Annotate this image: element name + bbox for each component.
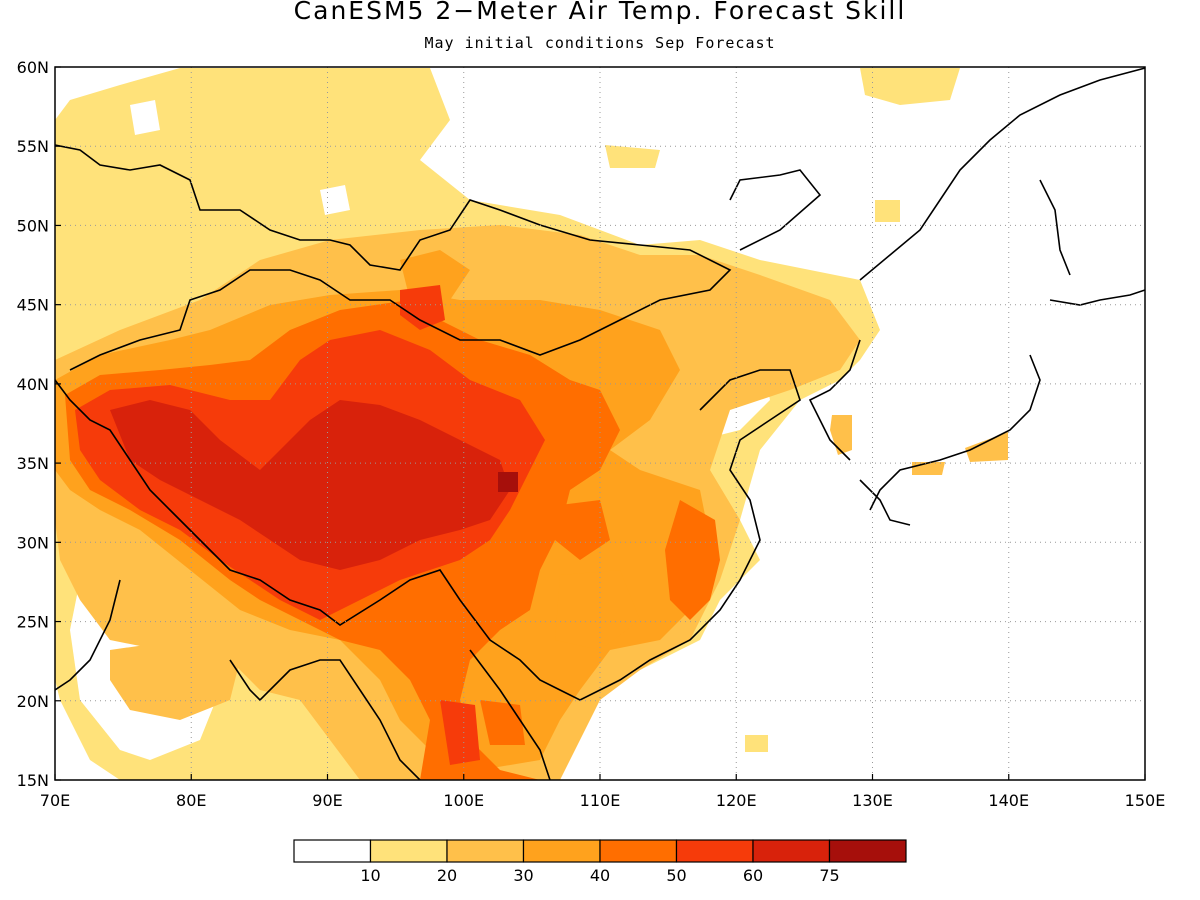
lat-tick-label: 25N <box>17 613 49 632</box>
lon-tick-label: 130E <box>852 791 893 810</box>
lon-tick-label: 120E <box>716 791 757 810</box>
coastline <box>55 369 801 701</box>
colorbar-label: 30 <box>513 866 533 885</box>
coastline <box>859 479 911 526</box>
colorbar-swatch <box>293 839 372 863</box>
lat-tick-label: 60N <box>17 58 49 77</box>
lat-tick-label: 15N <box>17 771 49 790</box>
colorbar: 10 20 30 40 50 60 75 <box>293 839 907 885</box>
grid-lines <box>55 67 1145 780</box>
colorbar-label: 75 <box>819 866 839 885</box>
colorbar-swatch <box>599 839 678 863</box>
skill-field-0-10 <box>130 100 160 135</box>
lon-tick-label: 150E <box>1125 791 1166 810</box>
lat-tick-label: 55N <box>17 137 49 156</box>
latitude-axis: 15N 20N 25N 30N 35N 40N 45N 50N 55N 60N <box>17 58 61 790</box>
skill-field-10-20 <box>745 735 768 752</box>
map-subtitle: May initial conditions Sep Forecast <box>424 34 776 52</box>
colorbar-label: 60 <box>743 866 763 885</box>
skill-field-50-60 <box>400 285 445 330</box>
longitude-axis: 70E 80E 90E 100E 110E 120E 130E 140E 150E <box>40 774 1166 810</box>
colorbar-swatch <box>369 839 448 863</box>
skill-field-50-60 <box>440 700 480 765</box>
coastline <box>859 67 1145 281</box>
skill-field-20-30 <box>965 432 1008 462</box>
colorbar-label: 10 <box>360 866 380 885</box>
lon-tick-label: 110E <box>580 791 621 810</box>
coastline <box>729 169 822 251</box>
skill-field-75-plus <box>498 472 518 492</box>
skill-shading <box>55 68 1008 780</box>
lat-tick-label: 35N <box>17 454 49 473</box>
lat-tick-label: 20N <box>17 692 49 711</box>
skill-field-10-20 <box>860 68 960 105</box>
skill-field-40-50 <box>555 500 610 560</box>
colorbar-swatch <box>828 839 907 863</box>
coastline <box>1039 179 1071 276</box>
lon-tick-label: 140E <box>988 791 1029 810</box>
colorbar-label: 50 <box>666 866 686 885</box>
skill-field-30-40 <box>400 250 470 300</box>
skill-field-20-30 <box>110 640 240 720</box>
colorbar-label: 20 <box>437 866 457 885</box>
lon-tick-label: 100E <box>443 791 484 810</box>
colorbar-label: 40 <box>590 866 610 885</box>
lon-tick-label: 70E <box>40 791 70 810</box>
country-border <box>55 144 732 371</box>
lon-tick-label: 80E <box>176 791 206 810</box>
skill-field-10-20 <box>605 145 660 168</box>
coastline <box>469 649 551 780</box>
skill-field-20-30 <box>912 462 945 475</box>
skill-field-40-50 <box>665 500 720 620</box>
skill-field-20-30 <box>830 415 852 455</box>
coastline <box>229 659 421 780</box>
lat-tick-label: 50N <box>17 216 49 235</box>
colorbar-swatch <box>446 839 525 863</box>
coastline <box>55 579 121 691</box>
lon-tick-label: 90E <box>312 791 342 810</box>
coastline <box>1049 289 1145 306</box>
map-title: CanESM5 2−Meter Air Temp. Forecast Skill <box>293 0 907 25</box>
lat-tick-label: 45N <box>17 296 49 315</box>
lat-tick-label: 30N <box>17 533 49 552</box>
colorbar-swatch <box>675 839 754 863</box>
colorbar-swatch <box>522 839 601 863</box>
skill-field-10-20 <box>875 200 900 222</box>
coastline <box>869 354 1041 511</box>
coastlines <box>55 67 1145 780</box>
skill-field-0-10 <box>320 185 350 215</box>
colorbar-swatch <box>752 839 831 863</box>
skill-field-60-75 <box>110 400 510 570</box>
coastline <box>808 339 861 461</box>
lat-tick-label: 40N <box>17 375 49 394</box>
skill-field-30-40 <box>555 570 640 650</box>
